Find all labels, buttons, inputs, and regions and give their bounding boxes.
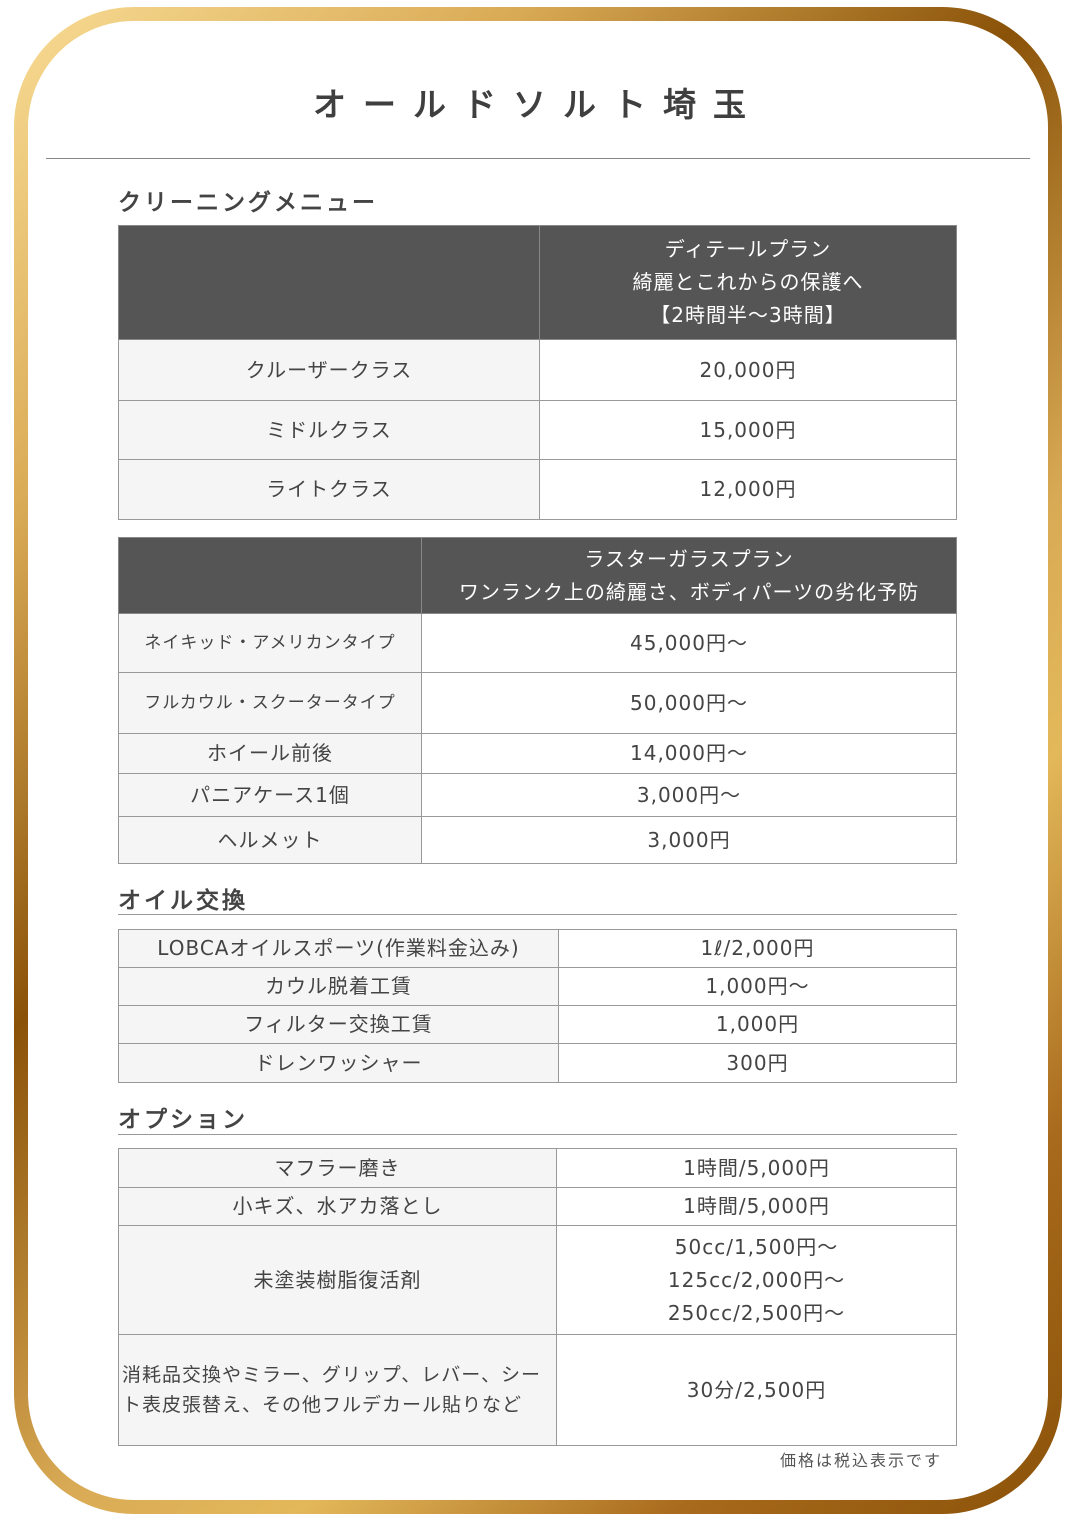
table-row: フィルター交換工賃 1,000円 (118, 1005, 957, 1044)
title-divider (46, 158, 1030, 159)
option-table: マフラー磨き 1時間/5,000円 小キズ、水アカ落とし 1時間/5,000円 未塗… (118, 1148, 957, 1446)
table-row: 消耗品交換やミラー、グリップ、レバー、シート表皮張替え、その他フルデカール貼りな… (118, 1334, 957, 1446)
table-row: LOBCAオイルスポーツ(作業料金込み) 1ℓ/2,000円 (118, 929, 957, 968)
detail-plan-table: ディテールプラン 綺麗とこれからの保護へ 【2時間半〜3時間】 クルーザークラス 20… (118, 225, 957, 520)
luster-plan-table: ラスターガラスプラン ワンランク上の綺麗さ、ボディパーツの劣化予防 ネイキッド・ア… (118, 537, 957, 864)
table-row: クルーザークラス 20,000円 (118, 339, 957, 401)
cleaning-heading: クリーニングメニュー (118, 190, 378, 216)
luster-plan-header: ラスターガラスプラン ワンランク上の綺麗さ、ボディパーツの劣化予防 (421, 537, 957, 614)
table-row: ドレンワッシャー 300円 (118, 1043, 957, 1083)
oil-divider (118, 914, 957, 915)
page-title: オールドソルト埼玉 (313, 85, 763, 124)
table-row: フルカウル・スクータータイプ 50,000円〜 (118, 672, 957, 734)
header-empty (118, 225, 540, 340)
table-row: 未塗装樹脂復活剤 50cc/1,500円〜 125cc/2,000円〜 250cc… (118, 1225, 957, 1335)
table-row: ライトクラス 12,000円 (118, 459, 957, 520)
table-row: ミドルクラス 15,000円 (118, 400, 957, 460)
table-row: カウル脱着工賃 1,000円〜 (118, 967, 957, 1006)
table-row: 小キズ、水アカ落とし 1時間/5,000円 (118, 1187, 957, 1226)
option-divider (118, 1134, 957, 1135)
detail-plan-header: ディテールプラン 綺麗とこれからの保護へ 【2時間半〜3時間】 (539, 225, 957, 340)
table-row: マフラー磨き 1時間/5,000円 (118, 1148, 957, 1188)
table-row: ネイキッド・アメリカンタイプ 45,000円〜 (118, 613, 957, 673)
table-row: ホイール前後 14,000円〜 (118, 733, 957, 774)
table-row: パニアケース1個 3,000円〜 (118, 773, 957, 817)
oil-table: LOBCAオイルスポーツ(作業料金込み) 1ℓ/2,000円 カウル脱着工賃 1,0… (118, 929, 957, 1083)
header-empty (118, 537, 422, 614)
table-row: ヘルメット 3,000円 (118, 816, 957, 864)
tax-footnote: 価格は税込表示です (779, 1451, 942, 1470)
option-heading: オプション (118, 1107, 248, 1133)
oil-heading: オイル交換 (118, 888, 248, 914)
